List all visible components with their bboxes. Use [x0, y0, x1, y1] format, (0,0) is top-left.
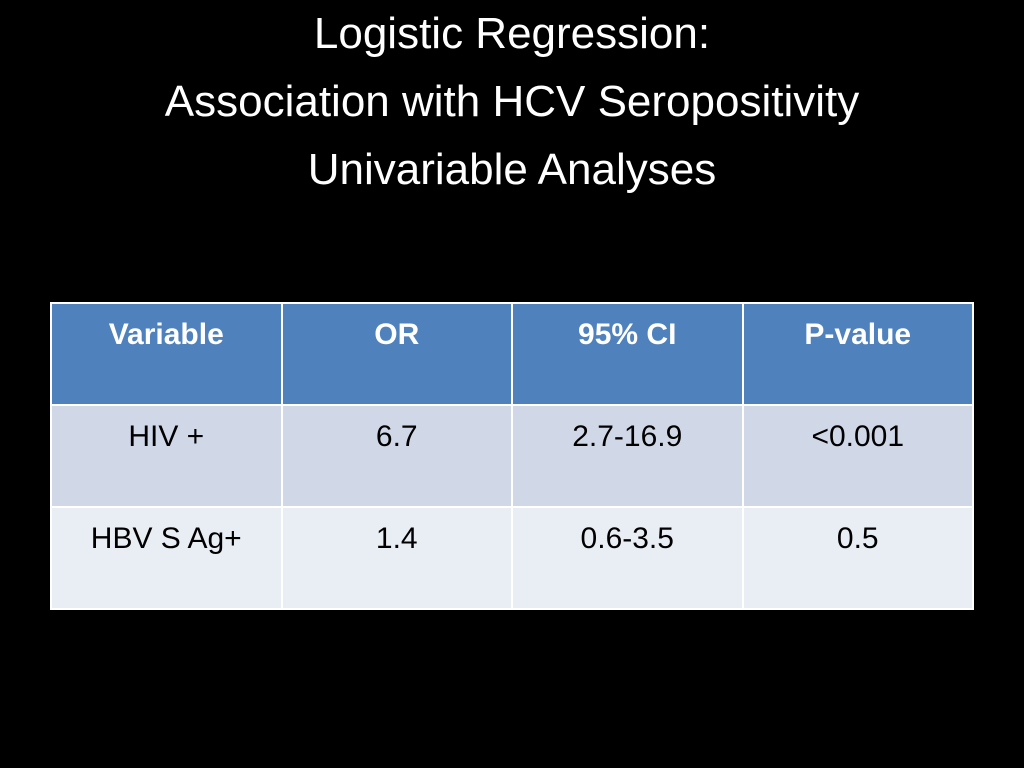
cell-p-value: <0.001	[741, 404, 974, 508]
cell-or: 6.7	[280, 404, 513, 508]
cell-or: 1.4	[280, 506, 513, 610]
table-row: HIV + 6.7 2.7-16.9 <0.001	[50, 404, 974, 508]
header-p-value: P-value	[741, 302, 974, 406]
header-variable: Variable	[50, 302, 283, 406]
cell-ci: 0.6-3.5	[511, 506, 744, 610]
cell-variable: HIV +	[50, 404, 283, 508]
cell-ci: 2.7-16.9	[511, 404, 744, 508]
title-line-1: Logistic Regression:	[313, 9, 711, 58]
title-line-2: Association with HCV Seropositivity	[164, 77, 860, 126]
slide-title: Logistic Regression: Association with HC…	[0, 0, 1024, 204]
cell-variable: HBV S Ag+	[50, 506, 283, 610]
results-table: Variable OR 95% CI P-value HIV + 6.7 2.7…	[50, 302, 974, 610]
cell-p-value: 0.5	[741, 506, 974, 610]
title-line-3: Univariable Analyses	[307, 145, 717, 194]
table-row: HBV S Ag+ 1.4 0.6-3.5 0.5	[50, 506, 974, 610]
results-table-container: Variable OR 95% CI P-value HIV + 6.7 2.7…	[50, 302, 974, 610]
header-or: OR	[280, 302, 513, 406]
table-header-row: Variable OR 95% CI P-value	[50, 302, 974, 406]
header-ci: 95% CI	[511, 302, 744, 406]
